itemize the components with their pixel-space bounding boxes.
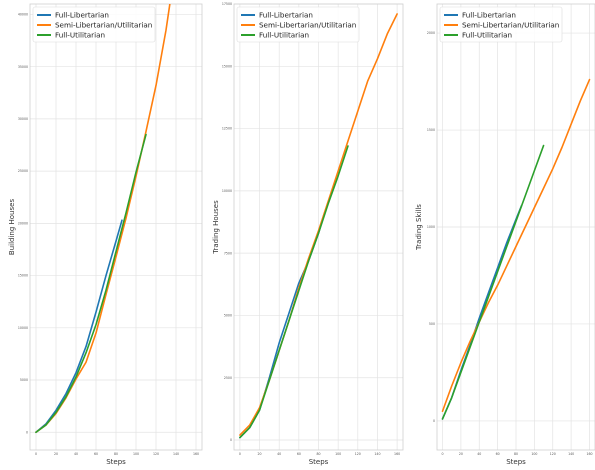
x-tick-label: 40	[277, 452, 281, 456]
series-line-full-utilitarian	[35, 133, 147, 434]
legend-label-semi-libertarian-utilitarian: Semi-Libertarian/Utilitarian	[259, 21, 356, 30]
x-tick-label: 160	[586, 452, 592, 456]
y-tick-label: 40000	[18, 13, 28, 17]
x-tick-label: 80	[114, 452, 118, 456]
x-tick-label: 140	[568, 452, 574, 456]
x-axis-label: Steps	[309, 458, 329, 466]
y-tick-label: 10000	[18, 326, 28, 330]
legend-label-semi-libertarian-utilitarian: Semi-Libertarian/Utilitarian	[462, 21, 559, 30]
y-axis-label: Trading Skills	[415, 204, 423, 251]
y-tick-label: 15000	[18, 274, 28, 278]
legend: Full-LibertarianSemi-Libertarian/Utilita…	[236, 6, 360, 43]
legend-label-full-libertarian: Full-Libertarian	[259, 11, 313, 20]
legend-label-full-libertarian: Full-Libertarian	[55, 11, 109, 20]
x-tick-label: 60	[94, 452, 98, 456]
axes-frame	[29, 3, 203, 451]
legend-box	[236, 6, 360, 43]
x-tick-label: 0	[239, 452, 241, 456]
x-tick-label: 20	[258, 452, 262, 456]
y-tick-label: 1500	[427, 128, 435, 132]
x-axis-label: Steps	[106, 458, 126, 466]
series-line-full-utilitarian	[239, 145, 349, 439]
y-tick-label: 20000	[18, 221, 28, 225]
y-tick-label: 35000	[18, 65, 28, 69]
y-tick-label: 30000	[18, 117, 28, 121]
x-tick-label: 80	[514, 452, 518, 456]
legend-label-full-utilitarian: Full-Utilitarian	[259, 31, 309, 40]
series-line-full-libertarian	[35, 219, 123, 434]
x-tick-label: 100	[335, 452, 341, 456]
y-axis-label: Trading Houses	[212, 200, 220, 255]
panel-trading-skills: 0 20 40 60 80 100 120 140 160 0 500 1000 1500 2000 Ste…	[415, 3, 595, 466]
x-tick-label: 100	[531, 452, 537, 456]
x-tick-label: 80	[316, 452, 320, 456]
y-axis-label: Building Houses	[8, 199, 16, 256]
y-tick-label: 0	[433, 419, 435, 423]
y-tick-label: 0	[230, 438, 232, 442]
x-tick-label: 120	[550, 452, 556, 456]
series-line-semi-libertarian-utilitarian	[441, 78, 591, 413]
legend-box	[32, 6, 156, 43]
x-axis-label: Steps	[506, 458, 526, 466]
y-tick-label: 10000	[222, 189, 232, 193]
legend-box	[439, 6, 563, 43]
series-group	[441, 78, 591, 420]
x-tick-label: 120	[153, 452, 159, 456]
x-tick-label: 20	[54, 452, 58, 456]
x-tick-label: 60	[496, 452, 500, 456]
legend-label-full-utilitarian: Full-Utilitarian	[462, 31, 512, 40]
legend-label-semi-libertarian-utilitarian: Semi-Libertarian/Utilitarian	[55, 21, 152, 30]
legend-label-full-utilitarian: Full-Utilitarian	[55, 31, 105, 40]
legend-label-full-libertarian: Full-Libertarian	[462, 11, 516, 20]
x-tick-label: 60	[297, 452, 301, 456]
y-tick-label: 0	[26, 430, 28, 434]
x-tick-label: 140	[374, 452, 380, 456]
y-tick-label: 7500	[224, 251, 232, 255]
panel-building-houses: 0 20 40 60 80 100 120 140 160 0 5000 10000 15000 2000…	[8, 3, 203, 466]
panel-trading-houses: 0 20 40 60 80 100 120 140 160 0 2500 5000 7500 10000 1…	[212, 2, 404, 466]
y-tick-label: 17500	[222, 2, 232, 6]
y-tick-label: 2000	[427, 31, 435, 35]
x-tick-label: 0	[441, 452, 443, 456]
x-tick-label: 0	[35, 452, 37, 456]
x-tick-label: 20	[459, 452, 463, 456]
x-tick-label: 40	[477, 452, 481, 456]
y-tick-label: 12500	[222, 127, 232, 131]
series-group	[35, 4, 171, 434]
y-tick-label: 5000	[224, 314, 232, 318]
legend: Full-LibertarianSemi-Libertarian/Utilita…	[32, 6, 156, 43]
series-group	[239, 13, 398, 439]
y-tick-label: 25000	[18, 169, 28, 173]
axes-frame	[233, 3, 404, 451]
axes-frame	[436, 3, 595, 451]
legend: Full-LibertarianSemi-Libertarian/Utilita…	[439, 6, 563, 43]
x-tick-label: 160	[193, 452, 199, 456]
x-tick-label: 100	[133, 452, 139, 456]
y-tick-label: 500	[429, 322, 435, 326]
y-tick-label: 2500	[224, 376, 232, 380]
y-tick-label: 1000	[427, 225, 435, 229]
series-line-full-utilitarian	[441, 144, 545, 420]
x-tick-label: 120	[355, 452, 361, 456]
y-tick-label: 5000	[20, 378, 28, 382]
x-tick-label: 160	[394, 452, 400, 456]
y-tick-label: 15000	[222, 64, 232, 68]
x-tick-label: 140	[173, 452, 179, 456]
x-tick-label: 40	[74, 452, 78, 456]
